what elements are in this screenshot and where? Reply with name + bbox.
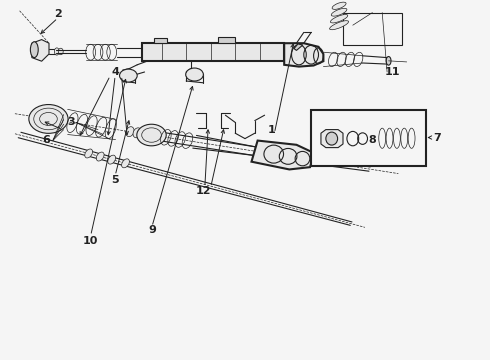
Ellipse shape	[126, 127, 134, 137]
Ellipse shape	[85, 149, 93, 158]
Ellipse shape	[54, 48, 59, 55]
Text: 9: 9	[148, 225, 156, 235]
Text: 3: 3	[67, 117, 75, 127]
Ellipse shape	[331, 8, 347, 16]
Polygon shape	[294, 44, 303, 50]
Text: 11: 11	[384, 67, 400, 77]
Ellipse shape	[58, 48, 63, 55]
Polygon shape	[142, 43, 284, 61]
Ellipse shape	[133, 128, 141, 138]
Ellipse shape	[97, 152, 104, 161]
Ellipse shape	[386, 57, 391, 65]
Ellipse shape	[137, 124, 166, 146]
Text: 12: 12	[196, 186, 211, 196]
Text: 10: 10	[83, 236, 98, 246]
Text: 2: 2	[54, 9, 62, 19]
Ellipse shape	[330, 21, 348, 30]
Text: 8: 8	[368, 135, 376, 145]
Ellipse shape	[122, 159, 129, 168]
Text: 5: 5	[111, 175, 119, 185]
Polygon shape	[321, 130, 343, 148]
Bar	[311, 110, 426, 166]
Text: 7: 7	[433, 132, 441, 143]
Ellipse shape	[326, 132, 338, 145]
Ellipse shape	[186, 68, 203, 81]
Text: 1: 1	[268, 125, 276, 135]
Text: 6: 6	[43, 135, 50, 145]
Polygon shape	[284, 43, 323, 67]
Ellipse shape	[330, 14, 348, 23]
Bar	[343, 13, 402, 45]
Polygon shape	[154, 38, 167, 43]
Ellipse shape	[120, 69, 137, 82]
Ellipse shape	[29, 104, 68, 133]
Text: 4: 4	[111, 67, 119, 77]
Ellipse shape	[30, 42, 38, 58]
Ellipse shape	[140, 129, 148, 139]
Ellipse shape	[108, 155, 116, 164]
Polygon shape	[251, 140, 314, 170]
Ellipse shape	[332, 2, 346, 9]
Polygon shape	[218, 37, 235, 43]
Polygon shape	[32, 40, 49, 61]
